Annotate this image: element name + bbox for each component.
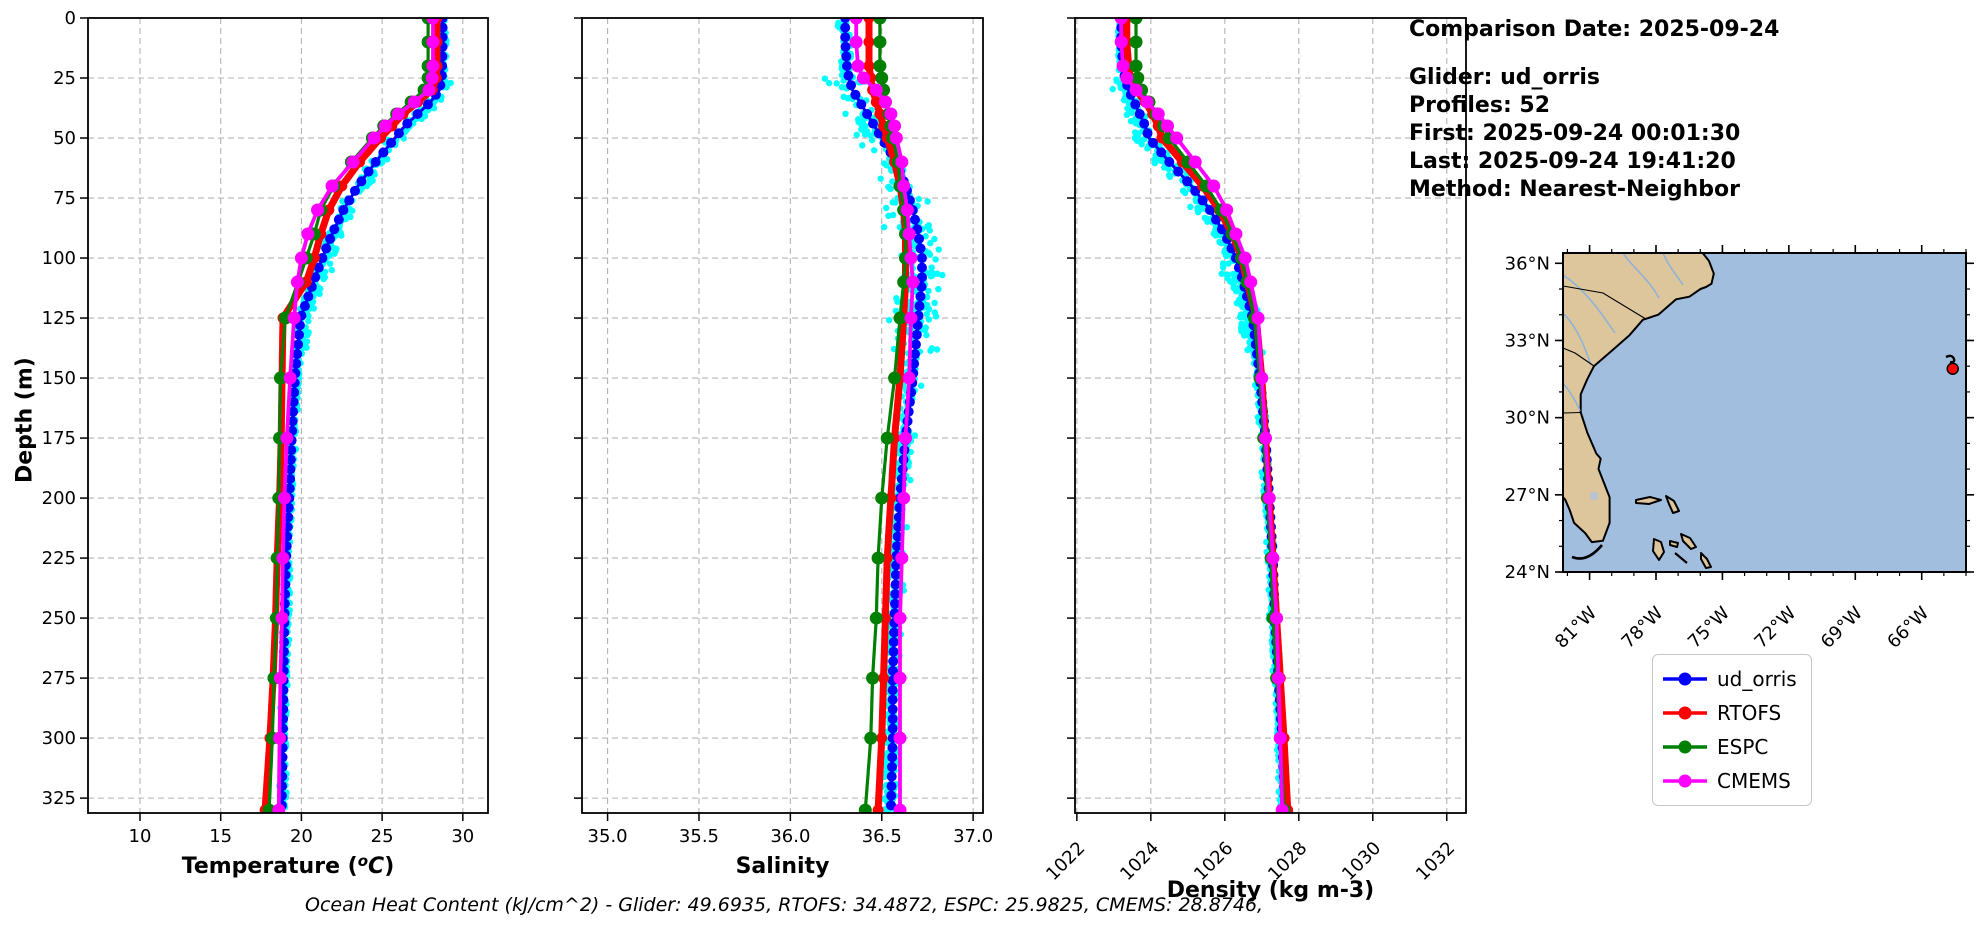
svg-text:300: 300 xyxy=(42,728,76,749)
density-series-CMEMS xyxy=(1114,18,1289,813)
svg-text:25: 25 xyxy=(53,68,76,89)
svg-text:37.0: 37.0 xyxy=(953,826,993,847)
svg-text:1032: 1032 xyxy=(1412,838,1459,885)
svg-text:81°W: 81°W xyxy=(1551,603,1601,653)
legend-label: CMEMS xyxy=(1717,769,1791,793)
svg-text:78°W: 78°W xyxy=(1618,603,1668,653)
glider-position-marker xyxy=(1946,362,1959,376)
depth-axis-label: Depth (m) xyxy=(12,357,38,483)
plot-frame xyxy=(581,17,984,814)
salinity-series-CMEMS xyxy=(849,18,920,813)
svg-text:35.5: 35.5 xyxy=(679,826,719,847)
legend-item-ud_orris: ud_orris xyxy=(1662,662,1801,696)
axis-ticks xyxy=(574,17,974,821)
salinity-axis-label: Salinity xyxy=(736,854,830,879)
legend-marker-ud_orris xyxy=(1663,672,1707,686)
legend-item-cmems: CMEMS xyxy=(1662,764,1801,798)
svg-text:275: 275 xyxy=(42,668,76,689)
svg-text:66°W: 66°W xyxy=(1883,603,1933,653)
temperature-plot: 10 15 20 25 30025507510012515017520022525027… xyxy=(42,8,489,879)
svg-text:75°W: 75°W xyxy=(1684,603,1734,653)
axis-tick-labels: 10 15 20 25 30025507510012515017520022525027… xyxy=(42,8,475,847)
plot-frame xyxy=(87,17,489,814)
land-coastline xyxy=(1563,253,1715,544)
lake-okeechobee xyxy=(1589,491,1599,501)
legend-item-espc: ESPC xyxy=(1662,730,1801,764)
svg-text:36.0: 36.0 xyxy=(770,826,810,847)
svg-text:0: 0 xyxy=(65,8,76,29)
svg-text:27°N: 27°N xyxy=(1505,485,1550,506)
ohc-annotation: Ocean Heat Content (kJ/cm^2) - Glider: 4… xyxy=(305,894,1264,916)
temperature-axis-label: Temperature (oC) xyxy=(182,852,395,879)
legend-label: RTOFS xyxy=(1717,701,1782,725)
svg-text:30°N: 30°N xyxy=(1505,408,1550,429)
glider-name-text: Glider: ud_orris xyxy=(1409,65,1600,90)
legend-marker-cmems xyxy=(1663,774,1707,788)
legend: ud_orris RTOFS ESPC CMEMS xyxy=(1652,654,1812,806)
svg-text:125: 125 xyxy=(42,308,76,329)
svg-text:69°W: 69°W xyxy=(1817,603,1867,653)
state-borders xyxy=(1563,285,1646,414)
svg-text:250: 250 xyxy=(42,608,76,629)
axis-tick-labels: 35.0 35.5 36.0 36.5 37.0 xyxy=(588,826,994,847)
svg-text:15: 15 xyxy=(209,826,232,847)
svg-text:175: 175 xyxy=(42,428,76,449)
bermuda-island xyxy=(1945,354,1956,364)
temperature-series-CMEMS xyxy=(272,18,440,813)
legend-label: ESPC xyxy=(1717,735,1769,759)
density-axis-label: Density (kg m-3) xyxy=(1167,878,1375,903)
legend-label: ud_orris xyxy=(1717,667,1797,691)
svg-text:325: 325 xyxy=(42,788,76,809)
svg-text:20: 20 xyxy=(290,826,313,847)
bahamas-islands xyxy=(1635,495,1712,569)
grid xyxy=(582,17,983,813)
legend-marker-espc xyxy=(1663,740,1707,754)
comparison-date-text: Comparison Date: 2025-09-24 xyxy=(1409,17,1780,42)
map-frame xyxy=(1562,252,1967,573)
svg-text:24°N: 24°N xyxy=(1505,562,1550,583)
svg-text:225: 225 xyxy=(42,548,76,569)
svg-text:1022: 1022 xyxy=(1042,838,1089,885)
rivers xyxy=(1563,253,1684,412)
svg-text:100: 100 xyxy=(42,248,76,269)
axis-ticks xyxy=(80,17,464,821)
method-text: Method: Nearest-Neighbor xyxy=(1409,177,1740,202)
last-profile-time-text: Last: 2025-09-24 19:41:20 xyxy=(1409,149,1736,174)
svg-text:200: 200 xyxy=(42,488,76,509)
salinity-plot: 35.0 35.5 36.0 36.5 37.0 Salinity xyxy=(574,17,994,879)
svg-text:10: 10 xyxy=(129,826,152,847)
temperature-raw-scatter xyxy=(276,18,454,811)
first-profile-time-text: First: 2025-09-24 00:01:30 xyxy=(1409,121,1741,146)
axis-ticks xyxy=(1067,17,1448,821)
temperature-series-ud_orris xyxy=(276,18,448,811)
svg-text:30: 30 xyxy=(451,826,474,847)
svg-text:35.0: 35.0 xyxy=(588,826,628,847)
svg-text:75: 75 xyxy=(53,188,76,209)
legend-marker-rtofs xyxy=(1663,706,1707,720)
svg-text:1024: 1024 xyxy=(1116,838,1163,885)
svg-text:36°N: 36°N xyxy=(1505,253,1550,274)
svg-text:25: 25 xyxy=(371,826,394,847)
grid xyxy=(1075,17,1466,813)
svg-text:150: 150 xyxy=(42,368,76,389)
svg-text:36.5: 36.5 xyxy=(862,826,902,847)
plot-frame xyxy=(1074,17,1467,814)
profiles-count-text: Profiles: 52 xyxy=(1409,93,1551,118)
svg-text:50: 50 xyxy=(53,128,76,149)
svg-text:33°N: 33°N xyxy=(1505,330,1550,351)
info-panel: Comparison Date: 2025-09-24 Glider: ud_o… xyxy=(1409,16,1779,204)
svg-text:72°W: 72°W xyxy=(1750,603,1800,653)
legend-item-rtofs: RTOFS xyxy=(1662,696,1801,730)
location-map: 36°N 33°N 30°N 27°N 24°N81°W 78°W 75°W 72°W 69°W… xyxy=(1505,245,1974,653)
florida-keys xyxy=(1571,544,1603,560)
